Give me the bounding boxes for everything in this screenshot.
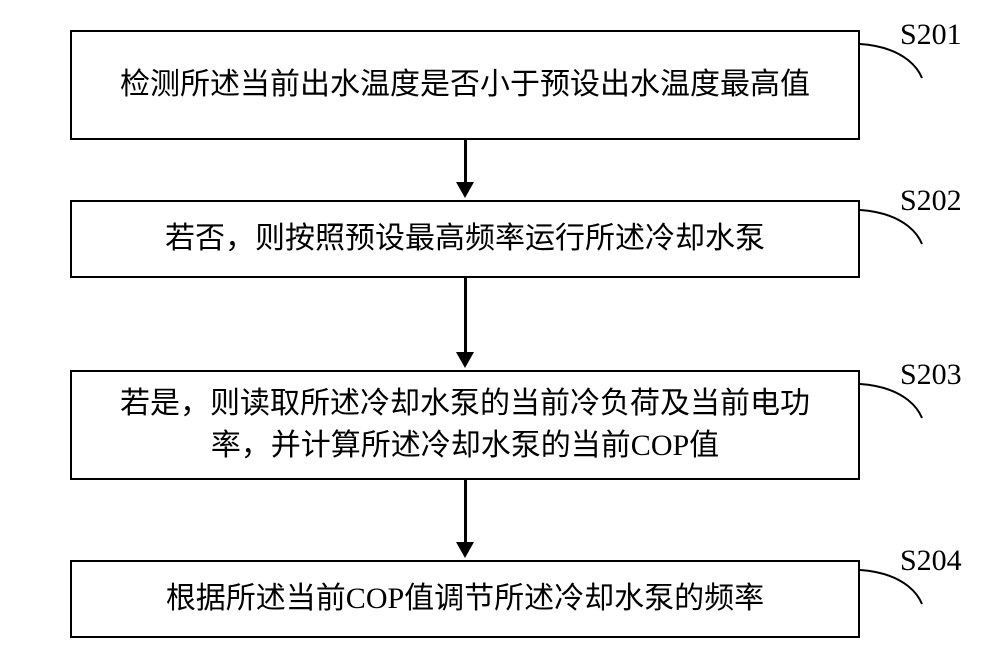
step-label-s203: S203 (900, 358, 962, 392)
arrow-1-2 (464, 140, 467, 184)
step-label-s202: S202 (900, 184, 962, 218)
step-text: 若否，则按照预设最高频率运行所述冷却水泵 (165, 218, 765, 260)
step-label-s201: S201 (900, 18, 962, 52)
step-label-s204: S204 (900, 544, 962, 578)
step-text: 若是，则读取所述冷却水泵的当前冷负荷及当前电功率，并计算所述冷却水泵的当前COP… (92, 383, 838, 467)
arrow-2-3 (464, 278, 467, 354)
step-text: 检测所述当前出水温度是否小于预设出水温度最高值 (120, 64, 810, 106)
step-box-s201: 检测所述当前出水温度是否小于预设出水温度最高值 (70, 30, 860, 140)
step-box-s203: 若是，则读取所述冷却水泵的当前冷负荷及当前电功率，并计算所述冷却水泵的当前COP… (70, 370, 860, 480)
arrow-head-2-3 (456, 352, 474, 368)
arrow-head-1-2 (456, 182, 474, 198)
step-box-s202: 若否，则按照预设最高频率运行所述冷却水泵 (70, 200, 860, 278)
step-box-s204: 根据所述当前COP值调节所述冷却水泵的频率 (70, 560, 860, 638)
step-text: 根据所述当前COP值调节所述冷却水泵的频率 (166, 578, 764, 620)
arrow-3-4 (464, 480, 467, 544)
arrow-head-3-4 (456, 542, 474, 558)
flowchart-canvas: 检测所述当前出水温度是否小于预设出水温度最高值 S201 若否，则按照预设最高频… (0, 0, 1000, 672)
